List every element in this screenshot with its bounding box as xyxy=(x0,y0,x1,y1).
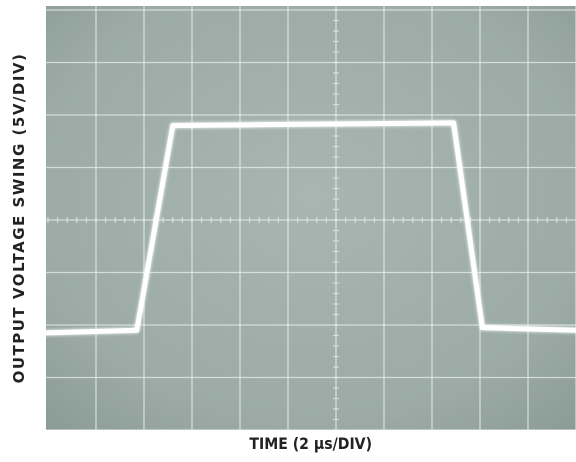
y-axis-label-text: OUTPUT VOLTAGE SWING (5V/DIV) xyxy=(10,52,28,384)
center-ticks xyxy=(47,9,568,430)
oscilloscope-screen xyxy=(46,6,576,430)
x-axis-label-text: TIME (2 µs/DIV) xyxy=(249,434,373,453)
y-axis-label: OUTPUT VOLTAGE SWING (5V/DIV) xyxy=(0,6,38,430)
screen-background xyxy=(46,6,576,430)
x-axis-label: TIME (2 µs/DIV) xyxy=(46,434,576,453)
graticule xyxy=(46,6,576,430)
series-trace xyxy=(46,120,576,336)
